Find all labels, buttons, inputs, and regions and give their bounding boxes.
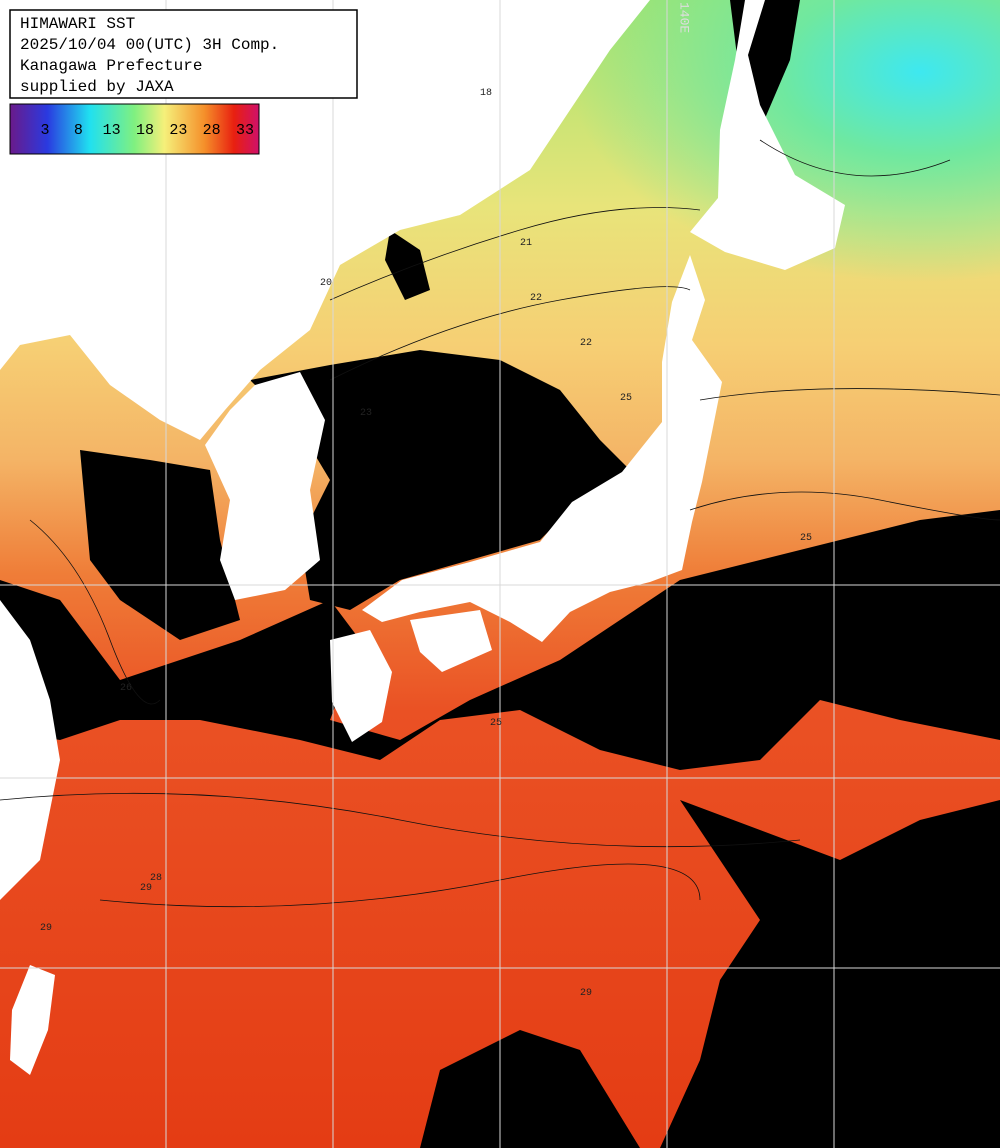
contour-label: 25 (620, 393, 632, 404)
contour-label: 25 (490, 718, 502, 729)
colorbar-tick-label: 33 (236, 122, 254, 139)
colorbar-tick-label: 3 (40, 122, 49, 139)
header-line: supplied by JAXA (20, 78, 174, 96)
colorbar-ticks: 3 8 13 18 23 28 33 (40, 122, 254, 139)
colorbar (9, 103, 260, 155)
header-line: Kanagawa Prefecture (20, 57, 202, 75)
grid-label: 140E (677, 2, 692, 33)
contour-label: 29 (40, 923, 52, 934)
contour-label: 28 (150, 873, 162, 884)
header-line: HIMAWARI SST (20, 15, 135, 33)
contour-label: 18 (480, 88, 492, 99)
contour-label: 21 (520, 238, 532, 249)
colorbar-tick-label: 23 (169, 122, 187, 139)
contour-label: 20 (320, 278, 332, 289)
contours (0, 139, 1000, 908)
contour-label: 22 (530, 293, 542, 304)
colorbar-tick-label: 18 (136, 122, 154, 139)
header-box (9, 9, 358, 99)
contour-label: 23 (360, 408, 372, 419)
contour-label: 26 (120, 683, 132, 694)
header-line: 2025/10/04 00(UTC) 3H Comp. (20, 36, 279, 54)
header: HIMAWARI SST 2025/10/04 00(UTC) 3H Comp. K… (20, 15, 279, 96)
contour-label: 29 (140, 883, 152, 894)
colorbar-tick-label: 8 (74, 122, 83, 139)
contour-label: 25 (800, 533, 812, 544)
contour-label: 29 (580, 988, 592, 999)
colorbar-tick-label: 13 (103, 122, 121, 139)
contour-label: 22 (580, 338, 592, 349)
colorbar-tick-label: 28 (203, 122, 221, 139)
